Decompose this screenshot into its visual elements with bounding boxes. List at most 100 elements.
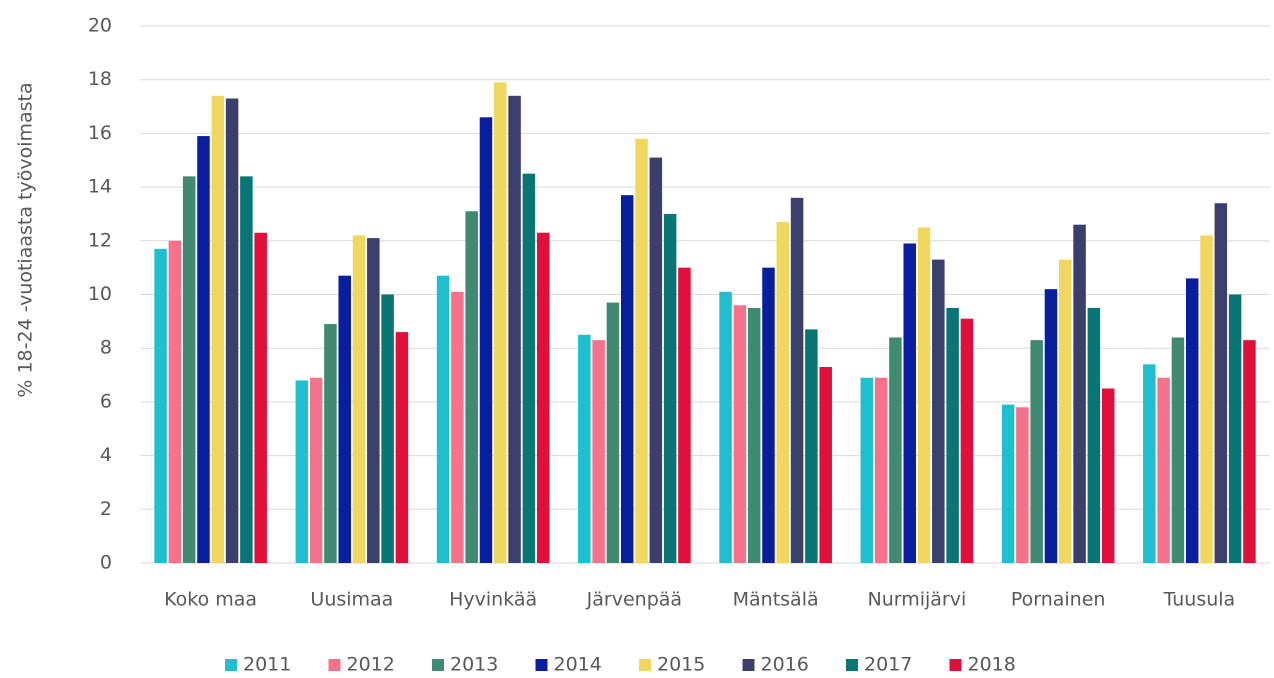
bar [790, 197, 804, 563]
y-tick-label: 16 [88, 122, 112, 144]
bar [168, 240, 182, 564]
bar [254, 232, 267, 563]
bar [154, 248, 167, 564]
bar [1016, 407, 1029, 563]
y-tick-label: 4 [100, 444, 112, 466]
bar [1243, 340, 1256, 563]
legend-label: 2018 [968, 654, 1016, 676]
bar [578, 334, 591, 563]
y-tick-label: 2 [100, 498, 112, 520]
y-tick-label: 6 [100, 390, 112, 412]
bar [733, 305, 747, 563]
bar [776, 222, 790, 563]
bar [395, 332, 409, 563]
bar [494, 82, 507, 563]
bar [678, 267, 691, 563]
bar [719, 291, 732, 563]
legend-label: 2016 [761, 654, 809, 676]
bar [309, 377, 323, 563]
y-tick-label: 10 [88, 283, 112, 305]
bar [211, 95, 225, 563]
y-tick-label: 20 [88, 15, 112, 37]
bar [819, 366, 832, 563]
bar [1059, 259, 1072, 563]
bar [536, 232, 550, 563]
legend-label: 2012 [347, 654, 395, 676]
bar [620, 195, 634, 563]
bar [592, 340, 605, 563]
bar [324, 324, 337, 563]
x-tick-label: Nurmijärvi [867, 589, 966, 611]
legend-swatch [949, 659, 962, 671]
bar [1101, 388, 1115, 563]
bar [508, 95, 521, 563]
bar [1143, 364, 1156, 563]
y-tick-label: 0 [100, 552, 112, 574]
y-tick-label: 14 [88, 176, 112, 198]
x-tick-label: Hyvinkää [449, 589, 537, 611]
x-tick-label: Mäntsälä [733, 589, 819, 611]
bar [663, 213, 677, 563]
bar [479, 117, 493, 563]
bar [522, 173, 536, 564]
bar [903, 243, 916, 564]
bar [747, 307, 761, 563]
bar [225, 98, 239, 564]
bar [805, 329, 818, 563]
y-tick-label: 12 [88, 229, 112, 251]
legend-swatch [639, 659, 651, 671]
bar [960, 318, 974, 563]
bar [381, 294, 394, 563]
y-axis-label: % 18-24 -vuotiaasta työvoimasta [15, 82, 37, 397]
bar [1044, 289, 1058, 563]
bar [946, 307, 959, 563]
legend-label: 2013 [450, 654, 498, 676]
bar [917, 227, 931, 563]
bar [635, 138, 648, 563]
legend-swatch [225, 659, 237, 671]
bar [1030, 340, 1043, 563]
bar [889, 337, 902, 563]
x-tick-label: Tuusula [1163, 589, 1236, 611]
x-tick-label: Uusimaa [310, 589, 393, 611]
bar [436, 275, 450, 563]
y-tick-label: 8 [100, 337, 112, 359]
bar [352, 235, 366, 563]
legend-swatch [742, 659, 755, 671]
legend-label: 2017 [864, 654, 912, 676]
legend-swatch [846, 659, 858, 671]
bar [1073, 224, 1086, 563]
bar [367, 238, 380, 564]
bar [182, 176, 196, 564]
bar [295, 380, 309, 563]
legend-swatch [328, 659, 341, 671]
legend-swatch [535, 659, 548, 671]
bar [649, 157, 663, 563]
bar [451, 291, 464, 563]
bar [606, 302, 620, 563]
bar [762, 267, 775, 563]
legend-label: 2014 [554, 654, 602, 676]
bar [932, 259, 945, 563]
legend-swatch [432, 659, 444, 671]
bar [465, 211, 478, 563]
legend-label: 2011 [243, 654, 291, 676]
legend-label: 2015 [657, 654, 705, 676]
bar [1171, 337, 1185, 563]
bar [1200, 235, 1213, 563]
bar [1001, 404, 1015, 563]
bar [874, 377, 888, 563]
bar [1228, 294, 1242, 563]
bar [197, 136, 210, 563]
x-tick-label: Koko maa [164, 589, 257, 611]
x-tick-label: Pornainen [1011, 589, 1106, 611]
bar [860, 377, 874, 563]
y-tick-label: 18 [88, 68, 112, 90]
bar [1214, 203, 1228, 563]
bar [1157, 377, 1170, 563]
bar [1185, 278, 1199, 563]
bar [240, 176, 253, 564]
bar [338, 275, 351, 563]
bar [1087, 307, 1101, 563]
